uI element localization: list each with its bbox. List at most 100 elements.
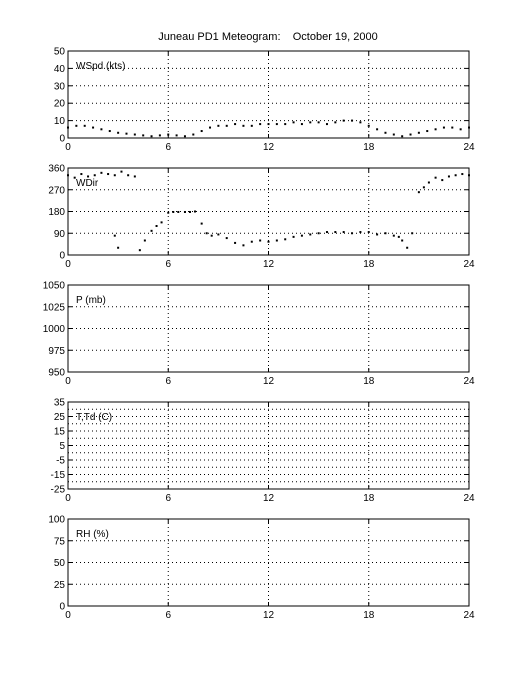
x-tick-label: 0 <box>65 142 71 153</box>
data-point <box>292 235 295 238</box>
x-tick-label: 18 <box>363 259 375 270</box>
data-point <box>406 246 409 249</box>
data-point <box>133 133 136 136</box>
data-point <box>451 126 454 129</box>
x-tick-label: 6 <box>165 376 171 387</box>
data-point <box>317 121 320 124</box>
y-tick-label: 20 <box>54 99 66 110</box>
x-tick-label: 24 <box>463 259 475 270</box>
data-point <box>447 175 450 178</box>
y-tick-label: 975 <box>48 346 65 357</box>
data-point <box>367 124 370 127</box>
y-tick-label: 270 <box>48 185 65 196</box>
y-tick-label: -15 <box>51 470 66 481</box>
data-point <box>259 123 262 126</box>
data-point <box>342 119 345 122</box>
data-point <box>325 123 328 126</box>
data-point <box>167 133 170 136</box>
data-point <box>392 133 395 136</box>
data-point <box>158 134 161 137</box>
panel-2: 0 6 12 18 24 0 90 180 270 360 WDir <box>48 164 475 271</box>
data-point <box>275 123 278 126</box>
data-point <box>334 231 337 234</box>
data-point <box>359 231 362 234</box>
data-point <box>284 238 287 241</box>
data-point <box>401 135 404 138</box>
data-point <box>411 232 414 235</box>
y-tick-label: 0 <box>59 134 65 145</box>
data-point <box>242 244 245 247</box>
data-point <box>384 232 387 235</box>
data-point <box>142 134 145 137</box>
y-tick-label: 1050 <box>43 281 66 292</box>
y-tick-label: 25 <box>54 580 66 591</box>
data-point <box>75 124 78 127</box>
x-tick-label: 0 <box>65 259 71 270</box>
data-point <box>67 174 69 177</box>
data-point <box>267 240 270 243</box>
data-point <box>351 119 354 122</box>
data-point <box>200 130 203 133</box>
y-tick-label: 30 <box>54 81 66 92</box>
data-point <box>160 221 163 224</box>
x-tick-label: 18 <box>363 493 375 504</box>
y-tick-label: 5 <box>59 441 65 452</box>
x-tick-label: 0 <box>65 493 71 504</box>
data-point <box>422 186 425 189</box>
y-tick-label: 35 <box>54 398 66 409</box>
x-tick-label: 0 <box>65 610 71 621</box>
y-tick-label: 75 <box>54 536 66 547</box>
data-point <box>397 235 400 238</box>
data-point <box>427 181 430 184</box>
data-point <box>434 128 437 131</box>
data-point <box>217 124 220 127</box>
y-tick-label: 1025 <box>43 302 66 313</box>
data-point <box>113 234 116 237</box>
data-point <box>409 133 412 136</box>
data-point <box>217 233 220 236</box>
x-tick-label: 18 <box>363 142 375 153</box>
data-point <box>117 246 120 249</box>
data-point <box>120 170 123 173</box>
data-point <box>334 121 337 124</box>
y-tick-label: 15 <box>54 427 66 438</box>
y-tick-label: 1000 <box>43 324 66 335</box>
data-point <box>205 232 208 235</box>
data-point <box>210 234 213 237</box>
panel-label: RH (%) <box>76 529 109 540</box>
x-tick-label: 18 <box>363 610 375 621</box>
data-point <box>384 131 387 134</box>
data-point <box>225 124 228 127</box>
x-tick-label: 12 <box>263 493 275 504</box>
data-point <box>108 130 111 133</box>
data-point <box>468 126 470 129</box>
y-tick-label: 90 <box>54 229 66 240</box>
data-point <box>259 239 262 242</box>
data-point <box>351 232 354 235</box>
data-point <box>87 175 90 178</box>
x-tick-label: 12 <box>263 376 275 387</box>
data-point <box>177 210 180 213</box>
data-point <box>267 123 270 126</box>
data-point <box>234 241 237 244</box>
data-point <box>150 229 153 232</box>
y-tick-label: 950 <box>48 368 65 379</box>
panel-label: T,Td (C) <box>76 412 112 423</box>
x-tick-label: 24 <box>463 376 475 387</box>
data-point <box>468 174 470 177</box>
data-point <box>250 124 253 127</box>
x-tick-label: 6 <box>165 493 171 504</box>
x-tick-label: 12 <box>263 610 275 621</box>
data-point <box>417 131 420 134</box>
data-point <box>188 210 191 213</box>
data-point <box>284 123 287 126</box>
panel-4: 0 6 12 18 24 -25 -15 -5 5 15 25 35 T,Td (C) <box>51 398 475 505</box>
data-point <box>117 131 120 134</box>
x-tick-label: 6 <box>165 259 171 270</box>
data-point <box>317 232 320 235</box>
data-point <box>392 234 395 237</box>
data-point <box>193 210 196 213</box>
data-point <box>376 233 379 236</box>
data-point <box>125 132 128 135</box>
panel-3: 0 6 12 18 24 950 975 1000 1025 1050 P (mb) <box>43 281 475 388</box>
